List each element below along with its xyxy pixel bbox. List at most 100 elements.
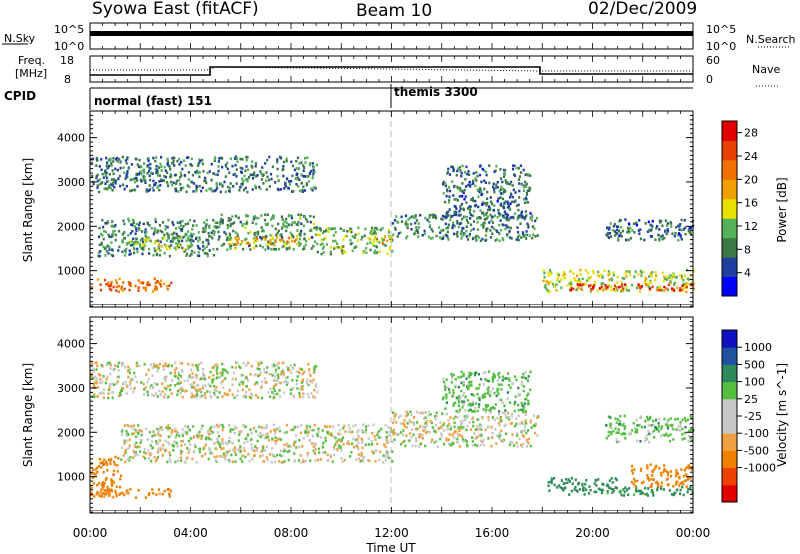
velocity-echo-cell (505, 414, 508, 418)
power-echo-cell (182, 186, 185, 190)
velocity-echo-cell (412, 415, 416, 419)
power-echo-cell (95, 164, 98, 167)
power-echo-cell (121, 233, 125, 236)
velocity-echo-cell (101, 480, 105, 484)
power-echo-cell (499, 188, 502, 191)
velocity-echo-cell (311, 442, 314, 445)
velocity-echo-cell (176, 444, 179, 448)
velocity-echo-cell (378, 429, 381, 433)
power-echo-cell (673, 289, 676, 292)
velocity-echo-cell (524, 371, 527, 374)
power-echo-cell (158, 188, 161, 192)
velocity-echo-cell (574, 478, 577, 482)
velocity-echo-cell (677, 472, 680, 476)
power-echo-cell (192, 233, 195, 236)
velocity-echo-cell (151, 491, 155, 495)
power-echo-cell (185, 239, 188, 243)
velocity-echo-cell (565, 477, 568, 481)
power-echo-cell (215, 184, 218, 188)
power-echo-cell (283, 160, 286, 164)
velocity-echo-cell (221, 374, 224, 377)
power-echo-cell (529, 212, 532, 215)
velocity-echo-cell (109, 462, 112, 466)
power-echo-cell (681, 284, 684, 288)
power-echo-cell (455, 173, 458, 177)
velocity-echo-cell (332, 425, 335, 429)
velocity-echo-cell (136, 380, 139, 384)
power-echo-cell (393, 219, 397, 222)
velocity-echo-cell (460, 389, 463, 393)
power-echo-cell (135, 242, 138, 246)
y-tick-label: 3000 (57, 176, 85, 189)
power-echo-cell (268, 185, 271, 188)
velocity-echo-cell (125, 491, 128, 495)
power-echo-cell (224, 163, 227, 167)
velocity-echo-cell (521, 404, 524, 407)
velocity-echo-cell (481, 394, 485, 397)
power-echo-cell (620, 289, 623, 293)
velocity-echo-cell (340, 457, 343, 460)
power-echo-cell (176, 236, 179, 239)
power-echo-cell (151, 172, 154, 175)
power-echo-cell (676, 233, 679, 237)
velocity-echo-cell (184, 425, 187, 428)
power-echo-cell (556, 272, 559, 276)
velocity-echo-cell (403, 439, 406, 443)
power-echo-cell (196, 254, 199, 257)
power-echo-cell (571, 287, 574, 291)
power-echo-cell (664, 230, 667, 233)
velocity-echo-cell (503, 404, 506, 408)
power-echo-cell (246, 178, 249, 181)
velocity-echo-cell (434, 430, 437, 434)
velocity-echo-cell (500, 383, 503, 386)
power-echo-cell (303, 232, 306, 236)
power-echo-cell (285, 177, 289, 181)
velocity-echo-cell (226, 371, 229, 374)
velocity-echo-cell (134, 454, 137, 457)
velocity-echo-cell (132, 432, 135, 435)
velocity-echo-cell (570, 476, 573, 480)
power-echo-cell (453, 224, 456, 228)
velocity-echo-cell (324, 436, 327, 440)
velocity-echo-cell (135, 441, 138, 445)
power-echo-cell (192, 224, 195, 227)
velocity-echo-cell (231, 448, 234, 452)
power-echo-cell (650, 224, 653, 227)
power-echo-cell (137, 286, 140, 289)
velocity-echo-cell (128, 383, 132, 386)
velocity-echo-cell (129, 487, 132, 491)
power-echo-cell (479, 239, 482, 243)
velocity-echo-cell (360, 429, 364, 432)
velocity-echo-cell (213, 442, 216, 446)
velocity-echo-cell (193, 381, 196, 384)
power-echo-cell (459, 189, 462, 192)
velocity-echo-cell (622, 422, 626, 425)
velocity-echo-cell (513, 375, 516, 378)
velocity-echo-cell (163, 386, 166, 389)
power-echo-cell (228, 232, 231, 236)
velocity-echo-cell (442, 377, 445, 381)
power-echo-cell (440, 229, 443, 232)
velocity-echo-cell (428, 431, 431, 434)
velocity-echo-cell (170, 392, 173, 395)
power-echo-cell (513, 212, 516, 216)
power-echo-cell (166, 157, 169, 161)
velocity-echo-cell (667, 471, 670, 474)
velocity-echo-cell (123, 493, 126, 497)
x-axis-label: Time UT (365, 541, 416, 554)
power-echo-cell (203, 252, 206, 255)
velocity-echo-cell (262, 460, 265, 463)
velocity-echo-cell (454, 415, 457, 419)
velocity-echo-cell (96, 394, 99, 398)
velocity-echo-cell (656, 488, 659, 492)
power-echo-cell (109, 284, 112, 288)
power-echo-cell (135, 227, 138, 230)
power-echo-cell (509, 196, 512, 199)
power-echo-cell (99, 283, 102, 286)
power-echo-cell (141, 237, 144, 241)
power-echo-cell (298, 189, 302, 193)
velocity-echo-cell (481, 440, 484, 444)
velocity-echo-cell (477, 405, 481, 409)
power-echo-cell (123, 187, 126, 191)
